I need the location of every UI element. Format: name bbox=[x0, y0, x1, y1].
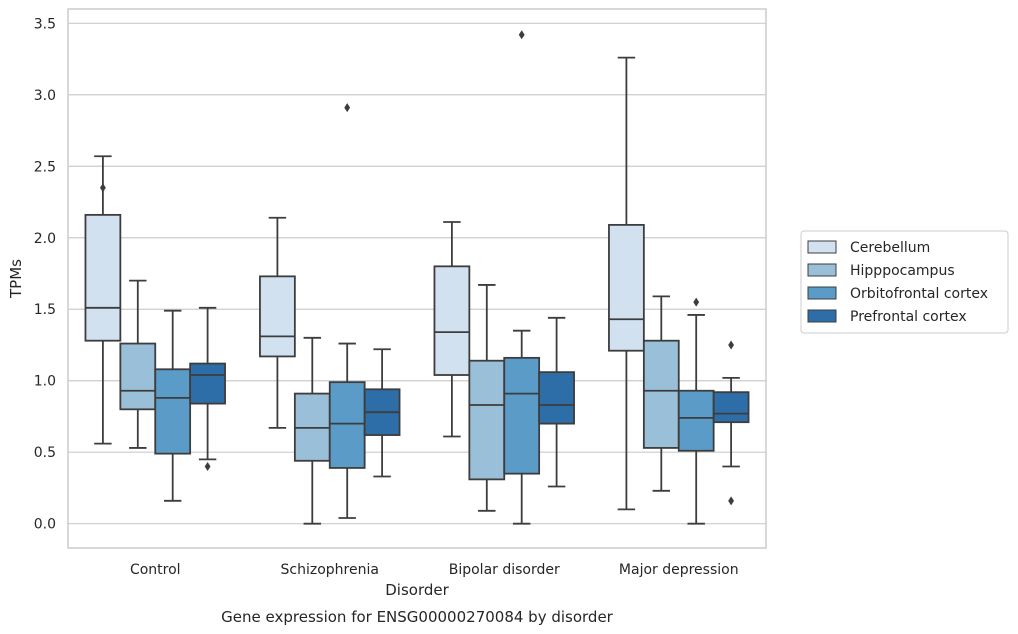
box-iqr bbox=[119, 342, 157, 411]
box-orbitofrontal-cortex bbox=[503, 30, 541, 525]
y-tick-label: 0.0 bbox=[34, 517, 56, 533]
box-iqr bbox=[84, 213, 122, 342]
plot-frame bbox=[67, 8, 767, 549]
x-tick-label: Bipolar disorder bbox=[449, 562, 560, 578]
y-tick-label: 3.0 bbox=[34, 88, 56, 104]
y-axis-label: TPMs bbox=[7, 259, 25, 299]
box-iqr bbox=[259, 275, 296, 358]
box-iqr bbox=[608, 223, 645, 352]
box-hipppocampus bbox=[468, 284, 506, 512]
box-cerebellum bbox=[259, 216, 296, 429]
legend-swatch bbox=[807, 263, 837, 277]
outlier-point bbox=[693, 297, 700, 307]
box-iqr bbox=[538, 371, 575, 425]
box-iqr bbox=[468, 359, 506, 481]
box-prefrontal-cortex bbox=[538, 316, 575, 488]
box-cerebellum bbox=[84, 155, 122, 445]
box-cerebellum bbox=[433, 221, 471, 438]
y-tick-label: 2.0 bbox=[34, 231, 56, 247]
box-prefrontal-cortex bbox=[712, 340, 750, 506]
box-orbitofrontal-cortex bbox=[154, 309, 192, 502]
legend-swatch bbox=[807, 286, 837, 300]
legend-swatch bbox=[807, 309, 837, 323]
box-cerebellum bbox=[608, 56, 645, 511]
y-tick-label: 0.5 bbox=[34, 445, 56, 461]
box-iqr bbox=[189, 362, 226, 405]
box-orbitofrontal-cortex bbox=[677, 297, 715, 525]
y-tick-label: 1.0 bbox=[34, 374, 56, 390]
legend-label: Prefrontal cortex bbox=[850, 309, 967, 325]
y-tick-label: 3.5 bbox=[34, 16, 56, 32]
box-hipppocampus bbox=[642, 295, 680, 492]
box-prefrontal-cortex bbox=[363, 348, 401, 478]
box-iqr bbox=[642, 339, 680, 449]
box-iqr bbox=[433, 265, 471, 376]
x-tick-label: Major depression bbox=[619, 562, 739, 578]
outlier-point bbox=[728, 496, 735, 506]
box-hipppocampus bbox=[119, 279, 157, 449]
y-tick-label: 1.5 bbox=[34, 302, 56, 318]
x-tick-labels: Control Schizophrenia Bipolar disorder Majo… bbox=[130, 562, 739, 578]
box-iqr bbox=[154, 368, 192, 455]
box-iqr bbox=[328, 381, 366, 469]
box-iqr bbox=[503, 356, 541, 475]
box-prefrontal-cortex bbox=[189, 306, 226, 472]
outlier-point bbox=[204, 462, 211, 472]
outlier-point bbox=[728, 340, 735, 350]
legend-frame bbox=[800, 230, 1009, 334]
chart-title: Gene expression for ENSG00000270084 by d… bbox=[221, 608, 614, 626]
x-tick-label: Control bbox=[130, 562, 181, 578]
outlier-point bbox=[518, 30, 525, 40]
box-iqr bbox=[677, 389, 715, 452]
box-orbitofrontal-cortex bbox=[328, 103, 366, 519]
legend-swatch bbox=[807, 240, 837, 254]
x-tick-label: Schizophrenia bbox=[281, 562, 379, 578]
y-tick-label: 2.5 bbox=[34, 159, 56, 175]
legend-label: Cerebellum bbox=[850, 240, 930, 256]
outlier-point bbox=[344, 103, 351, 113]
y-tick-labels: 0.0 0.5 1.0 1.5 2.0 2.5 3.0 3.5 bbox=[34, 16, 56, 532]
legend[interactable]: Cerebellum Hipppocampus Orbitofrontal cort… bbox=[800, 230, 1009, 334]
box-hipppocampus bbox=[293, 336, 331, 525]
legend-label: Orbitofrontal cortex bbox=[850, 286, 988, 302]
box-iqr bbox=[712, 391, 750, 424]
outlier-point bbox=[99, 183, 106, 193]
legend-label: Hipppocampus bbox=[850, 263, 955, 279]
x-axis-label: Disorder bbox=[385, 581, 449, 599]
boxes bbox=[84, 30, 750, 525]
